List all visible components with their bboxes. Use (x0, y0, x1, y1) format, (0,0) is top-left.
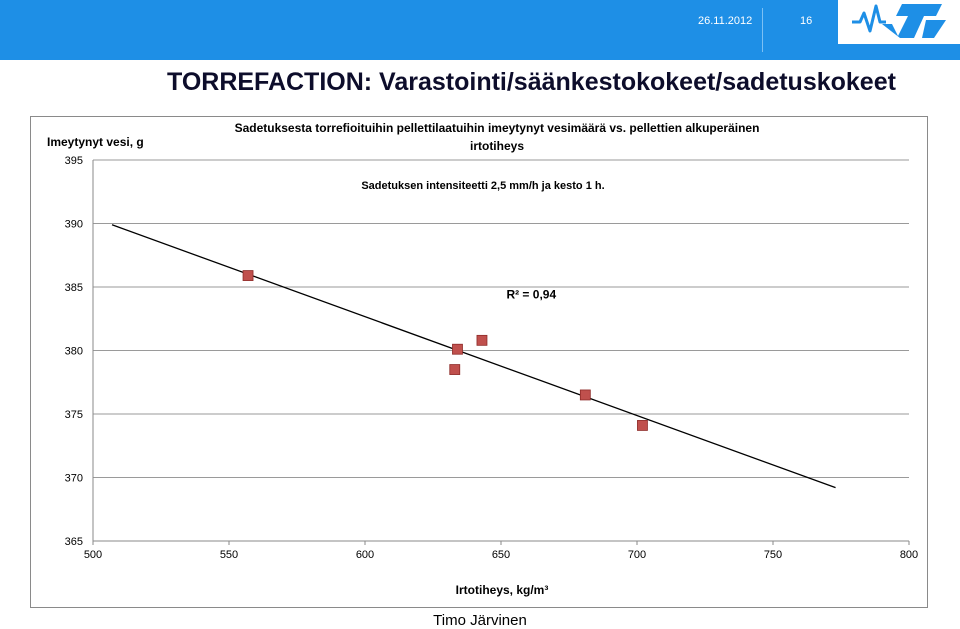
chart-title-line1: Sadetuksesta torrefioituihin pellettilaa… (235, 121, 760, 135)
chart-frame: 365 370 375 380 385 390 395 500 550 600 650 700 750 8… (30, 116, 928, 608)
x-tick-label-600: 600 (356, 549, 374, 561)
slide-title: TORREFACTION: Varastointi/säänkestokokee… (167, 68, 896, 96)
x-tick-label-800: 800 (900, 549, 918, 561)
axes (92, 160, 909, 542)
y-tick-label-385: 385 (65, 282, 83, 294)
header-separator (762, 8, 763, 52)
tick-labels: 365 370 375 380 385 390 395 500 550 600 650 700 750 8… (65, 155, 919, 561)
logo-text: VTT (908, 30, 913, 32)
x-tick-label-500: 500 (84, 549, 102, 561)
data-point-2 (449, 364, 461, 375)
y-tick-label-395: 395 (65, 155, 83, 167)
r-squared-annotation: R² = 0,94 (506, 287, 556, 301)
chart-subtitle: Sadetuksen intensiteetti 2,5 mm/h ja kes… (361, 180, 604, 192)
data-point-5 (579, 389, 591, 401)
x-tick-label-650: 650 (492, 549, 510, 561)
footer-author: Timo Järvinen (433, 612, 527, 629)
y-tick-label-370: 370 (65, 473, 83, 485)
x-tick-label-700: 700 (628, 549, 646, 561)
page-number: 16 (800, 15, 813, 27)
x-tick-label-750: 750 (764, 549, 782, 561)
data-points (242, 270, 648, 431)
x-tick-label-550: 550 (220, 549, 238, 561)
grid-lines (92, 159, 910, 545)
data-point-4 (476, 334, 488, 346)
x-axis-label: Irtotiheys, kg/m³ (456, 583, 549, 597)
data-point-6 (637, 420, 648, 431)
header-date: 26.11.2012 (698, 15, 753, 27)
trendline (111, 224, 836, 489)
scatter-chart: 365 370 375 380 385 390 395 500 550 600 650 700 750 8… (47, 121, 919, 597)
vtt-logo-icon: VTT (852, 4, 946, 38)
y-tick-label-390: 390 (65, 219, 83, 231)
y-tick-label-380: 380 (65, 346, 83, 358)
data-point-1 (242, 270, 254, 281)
trendline-group (111, 224, 836, 489)
y-axis-label: Imeytynyt vesi, g (47, 135, 144, 149)
y-tick-label-365: 365 (65, 536, 83, 548)
y-tick-label-375: 375 (65, 409, 83, 421)
data-point-3 (452, 343, 463, 355)
vtt-logo: VTT (838, 0, 960, 44)
chart-title-line2: irtotiheys (470, 139, 524, 153)
header-band: 26.11.2012 16 VTT (0, 0, 960, 60)
